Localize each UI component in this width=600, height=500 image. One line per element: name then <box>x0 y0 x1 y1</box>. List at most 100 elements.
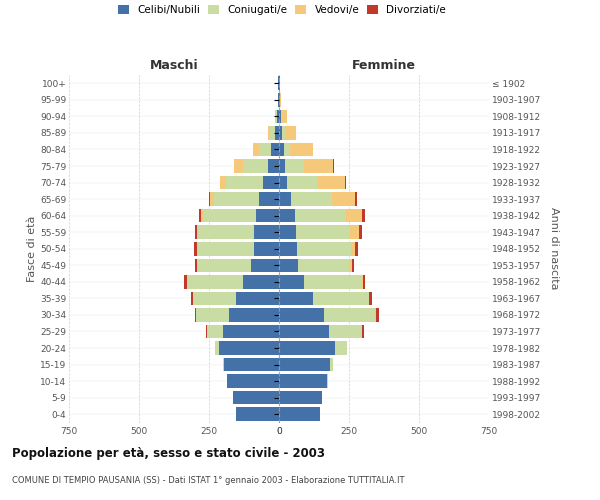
Bar <box>194 242 197 256</box>
Bar <box>346 209 362 222</box>
Bar <box>191 292 193 305</box>
Bar <box>297 242 351 256</box>
Bar <box>290 142 313 156</box>
Bar <box>259 142 271 156</box>
Bar <box>284 142 290 156</box>
Bar <box>279 358 330 372</box>
Bar <box>362 324 364 338</box>
Bar <box>279 176 287 190</box>
Bar <box>280 93 281 106</box>
Bar <box>268 159 279 173</box>
Bar <box>236 292 279 305</box>
Bar <box>277 110 279 123</box>
Bar <box>279 226 296 239</box>
Bar <box>234 159 243 173</box>
Bar <box>362 275 363 288</box>
Bar <box>349 258 352 272</box>
Bar <box>279 324 329 338</box>
Bar <box>229 308 279 322</box>
Bar <box>226 176 263 190</box>
Bar <box>370 292 371 305</box>
Bar <box>269 126 275 140</box>
Bar <box>376 308 379 322</box>
Legend: Celibi/Nubili, Coniugati/e, Vedovi/e, Divorziati/e: Celibi/Nubili, Coniugati/e, Vedovi/e, Di… <box>116 2 448 17</box>
Bar <box>254 226 279 239</box>
Bar <box>279 258 298 272</box>
Y-axis label: Fasce di età: Fasce di età <box>27 216 37 282</box>
Bar <box>279 275 304 288</box>
Bar <box>279 308 325 322</box>
Bar <box>317 176 345 190</box>
Bar <box>304 159 333 173</box>
Bar <box>242 275 279 288</box>
Bar <box>352 258 354 272</box>
Bar <box>345 176 346 190</box>
Bar <box>279 142 284 156</box>
Bar <box>279 110 281 123</box>
Bar <box>184 275 187 288</box>
Bar <box>193 292 236 305</box>
Bar <box>279 192 291 206</box>
Bar <box>279 209 295 222</box>
Bar <box>355 192 356 206</box>
Bar <box>304 275 362 288</box>
Bar <box>332 192 355 206</box>
Bar <box>279 93 280 106</box>
Bar <box>350 226 359 239</box>
Bar <box>254 242 279 256</box>
Bar <box>271 142 279 156</box>
Bar <box>219 342 279 355</box>
Bar <box>313 292 368 305</box>
Bar <box>279 374 327 388</box>
Bar <box>223 324 279 338</box>
Bar <box>279 126 283 140</box>
Bar <box>285 159 304 173</box>
Bar <box>207 324 223 338</box>
Text: COMUNE DI TEMPIO PAUSANIA (SS) - Dati ISTAT 1° gennaio 2003 - Elaborazione TUTTI: COMUNE DI TEMPIO PAUSANIA (SS) - Dati IS… <box>12 476 404 485</box>
Bar <box>298 258 349 272</box>
Bar <box>209 192 214 206</box>
Bar <box>215 342 219 355</box>
Bar <box>243 159 268 173</box>
Bar <box>259 192 279 206</box>
Bar <box>224 358 279 372</box>
Bar <box>284 126 296 140</box>
Bar <box>355 242 358 256</box>
Bar <box>363 275 365 288</box>
Bar <box>359 226 362 239</box>
Bar <box>351 242 355 256</box>
Bar <box>196 308 229 322</box>
Bar <box>206 324 207 338</box>
Bar <box>335 342 347 355</box>
Y-axis label: Anni di nascita: Anni di nascita <box>550 208 559 290</box>
Bar <box>295 209 346 222</box>
Bar <box>227 374 279 388</box>
Bar <box>197 242 198 256</box>
Bar <box>275 126 279 140</box>
Bar <box>253 142 259 156</box>
Bar <box>278 93 279 106</box>
Bar <box>279 342 335 355</box>
Bar <box>275 110 277 123</box>
Bar <box>333 159 334 173</box>
Bar <box>325 308 376 322</box>
Bar <box>236 408 279 421</box>
Bar <box>279 408 320 421</box>
Bar <box>279 292 313 305</box>
Bar <box>187 275 242 288</box>
Bar <box>287 176 317 190</box>
Bar <box>195 308 196 322</box>
Bar <box>223 358 224 372</box>
Bar <box>296 226 350 239</box>
Bar <box>279 391 322 404</box>
Bar <box>198 242 254 256</box>
Bar <box>282 110 287 123</box>
Title: Maschi: Maschi <box>149 60 199 72</box>
Bar <box>199 209 200 222</box>
Bar <box>263 176 279 190</box>
Bar <box>329 324 362 338</box>
Bar <box>368 292 370 305</box>
Bar <box>362 209 365 222</box>
Bar <box>268 126 269 140</box>
Bar <box>279 242 297 256</box>
